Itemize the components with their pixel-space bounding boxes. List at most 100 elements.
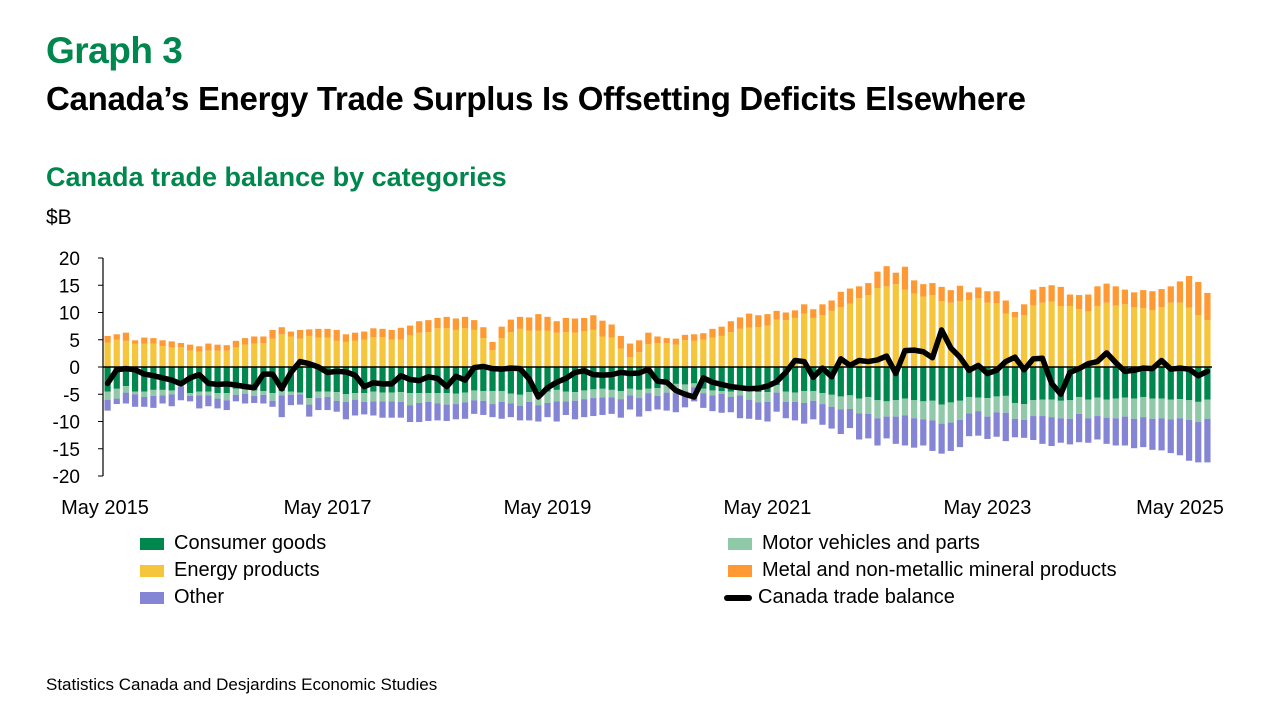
bar-consumer-goods [1057,367,1064,401]
bar-other [333,400,340,412]
bar-metal [846,288,854,304]
bar-motor-vehicles [141,391,148,397]
bar-motor-vehicles [544,391,551,403]
bar-energy [1112,305,1119,367]
bar-consumer-goods [947,367,954,403]
bar-metal [1075,295,1083,310]
bar-other [324,396,331,411]
bar-other [370,401,377,416]
bar-consumer-goods [1085,367,1092,400]
legend-label: Metal and non-metallic mineral products [762,559,1117,581]
bar-consumer-goods [1158,367,1165,399]
bar-consumer-goods [251,367,258,391]
bar-consumer-goods [1176,367,1184,400]
bar-consumer-goods [736,367,744,390]
bar-motor-vehicles [764,392,771,402]
bar-consumer-goods [1094,367,1101,398]
bar-energy [553,332,560,367]
bar-metal [1121,289,1129,305]
bar-motor-vehicles [241,388,249,394]
bar-motor-vehicles [1195,401,1202,423]
bar-other [1048,417,1055,447]
bar-metal [1048,285,1055,302]
bar-energy [241,344,249,367]
bar-energy [104,342,111,367]
bar-other [1085,418,1092,443]
bar-metal [1158,289,1165,308]
bar-metal [947,290,954,303]
bar-metal [1039,286,1046,303]
bar-other [553,401,560,422]
bar-consumer-goods [617,367,624,391]
bar-metal [727,321,734,333]
bar-other [260,394,267,404]
bar-energy [1057,305,1064,367]
graph-label: Graph 3 [46,30,183,71]
bar-energy [581,331,588,367]
legend-item-trade-balance: Canada trade balance [724,586,955,609]
legend-item-consumer-goods: Consumer goods [140,532,326,555]
bar-other [223,400,230,411]
bar-energy [590,329,597,367]
bar-metal [315,328,322,338]
bar-motor-vehicles [828,394,835,407]
bar-energy [452,329,459,367]
bar-consumer-goods [177,367,185,385]
bar-consumer-goods [645,367,652,389]
bar-metal [681,334,689,341]
bar-metal [1149,291,1156,311]
bar-consumer-goods [296,367,304,393]
bar-motor-vehicles [727,391,734,397]
bar-consumer-goods [535,367,542,392]
bar-metal [1185,275,1193,308]
bar-metal [159,340,166,347]
bar-consumer-goods [1021,367,1028,405]
bar-metal [361,331,368,340]
bar-motor-vehicles [306,398,313,405]
bar-other [1158,418,1165,451]
bar-other [975,411,982,436]
bar-other [287,394,294,406]
bar-other [471,400,478,414]
bar-energy [764,325,771,367]
bar-consumer-goods [975,367,982,398]
bar-energy [131,343,139,367]
bar-metal [507,319,514,333]
bar-consumer-goods [764,367,771,393]
bar-metal [856,286,863,299]
bar-motor-vehicles [1039,399,1046,417]
bar-other [1204,418,1211,463]
bar-motor-vehicles [122,386,130,393]
source-note: Statistics Canada and Desjardins Economi… [46,675,438,694]
bar-energy [773,319,780,367]
bar-other [425,401,432,421]
bar-motor-vehicles [1075,396,1083,414]
bar-other [306,404,313,417]
bar-motor-vehicles [581,390,588,400]
bar-metal [306,329,313,336]
bar-energy [1176,302,1184,367]
bar-other [626,395,634,410]
bar-metal [1195,281,1202,316]
bar-energy [461,328,469,367]
bar-energy [828,310,835,367]
bar-energy [736,328,744,367]
y-tick-label: 0 [69,358,80,379]
bar-metal [1011,311,1019,318]
bar-motor-vehicles [296,392,304,395]
bar-metal [1094,286,1101,306]
bar-consumer-goods [443,367,450,394]
bar-consumer-goods [782,367,789,392]
bar-energy [1085,311,1092,367]
bar-energy [663,343,670,367]
bar-energy [883,286,890,367]
bar-other [1021,419,1028,438]
bar-other [663,392,670,411]
bar-other [1140,417,1147,448]
y-tick-label: -10 [53,413,80,434]
bar-motor-vehicles [736,389,744,396]
bar-metal [544,316,551,331]
bar-metal [406,325,414,336]
bar-other [636,398,643,417]
bar-consumer-goods [865,367,872,397]
